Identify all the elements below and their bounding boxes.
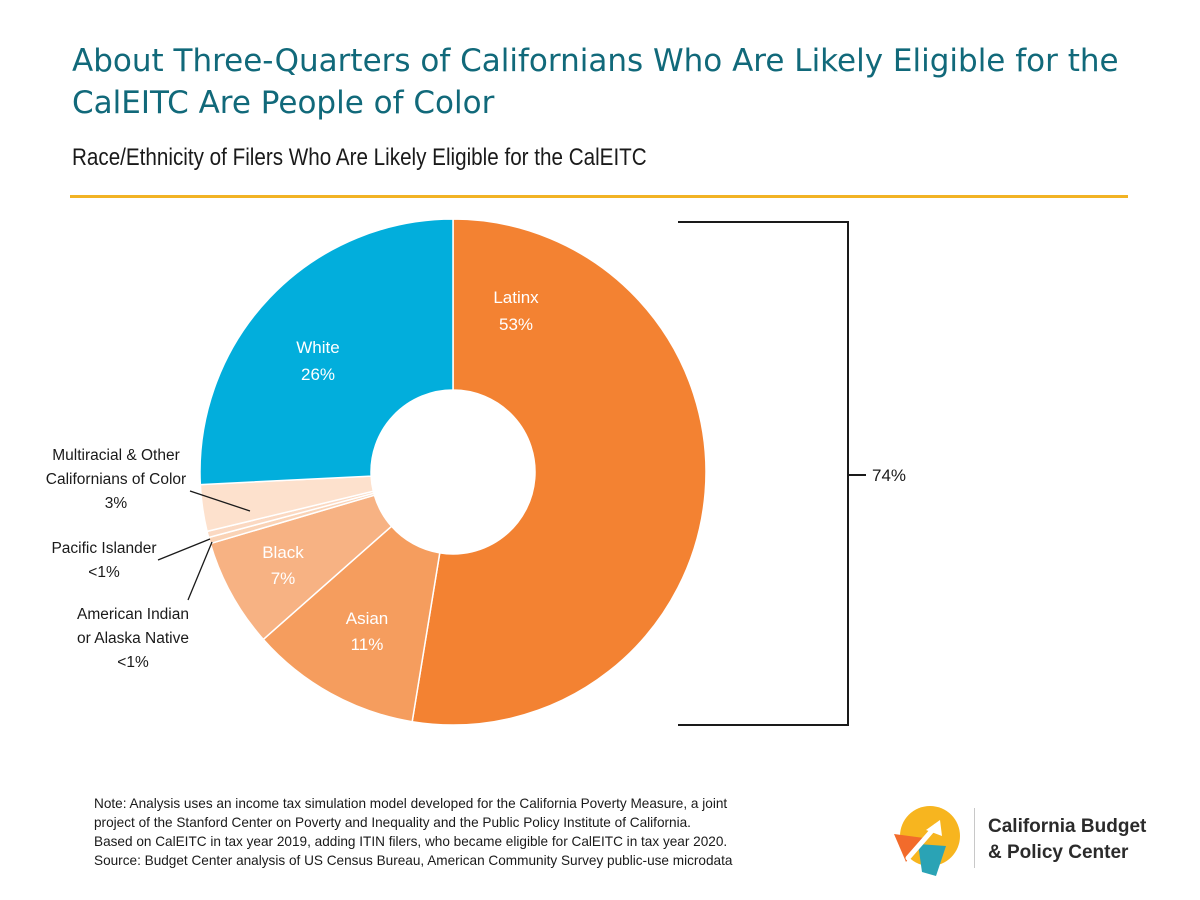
leader-line-multiracial bbox=[189, 490, 251, 512]
leader-line-pacific-islander bbox=[157, 538, 211, 561]
note-line: Source: Budget Center analysis of US Cen… bbox=[94, 853, 733, 868]
chart-note: Note: Analysis uses an income tax simula… bbox=[94, 794, 894, 870]
label-multiracial-pct: 3% bbox=[105, 495, 128, 512]
donut-hole bbox=[371, 390, 535, 554]
label-american-indian-pct: <1% bbox=[117, 654, 149, 671]
label-black-name: Black bbox=[262, 543, 304, 562]
label-white-pct: 26% bbox=[301, 365, 335, 384]
label-pacific-islander-pct: <1% bbox=[88, 564, 120, 581]
logo-divider bbox=[974, 808, 975, 868]
note-line: Note: Analysis uses an income tax simula… bbox=[94, 796, 728, 811]
leader-line-american-indian bbox=[187, 541, 213, 601]
label-latinx-name: Latinx bbox=[493, 288, 539, 307]
note-line: project of the Stanford Center on Povert… bbox=[94, 815, 691, 830]
title-divider bbox=[70, 195, 1128, 198]
logo-line-2: & Policy Center bbox=[988, 842, 1129, 863]
label-multiracial-line1: Multiracial & Other bbox=[52, 447, 179, 464]
label-pacific-islander-name: Pacific Islander bbox=[51, 540, 156, 557]
logo-wordmark: California Budget & Policy Center bbox=[988, 814, 1146, 866]
people-of-color-bracket bbox=[678, 221, 849, 726]
organization-logo: California Budget & Policy Center bbox=[888, 800, 1178, 880]
label-american-indian-line2: or Alaska Native bbox=[77, 630, 189, 647]
label-american-indian-line1: American Indian bbox=[77, 606, 189, 623]
bracket-label: 74% bbox=[872, 466, 906, 485]
note-line: Based on CalEITC in tax year 2019, addin… bbox=[94, 834, 728, 849]
label-asian-pct: 11% bbox=[351, 635, 384, 654]
logo-mark-icon bbox=[894, 806, 960, 876]
label-latinx-pct: 53% bbox=[499, 315, 533, 334]
chart-title: About Three-Quarters of Californians Who… bbox=[72, 43, 1119, 121]
logo-line-1: California Budget bbox=[988, 816, 1147, 837]
label-multiracial-line2: Californians of Color bbox=[46, 471, 186, 488]
label-asian-name: Asian bbox=[346, 609, 389, 628]
label-black-pct: 7% bbox=[271, 569, 296, 588]
donut-chart: Latinx 53% White 26% Asian 11% Black 7% … bbox=[46, 218, 906, 726]
label-white-name: White bbox=[296, 338, 339, 357]
chart-subtitle: Race/Ethnicity of Filers Who Are Likely … bbox=[72, 144, 647, 171]
